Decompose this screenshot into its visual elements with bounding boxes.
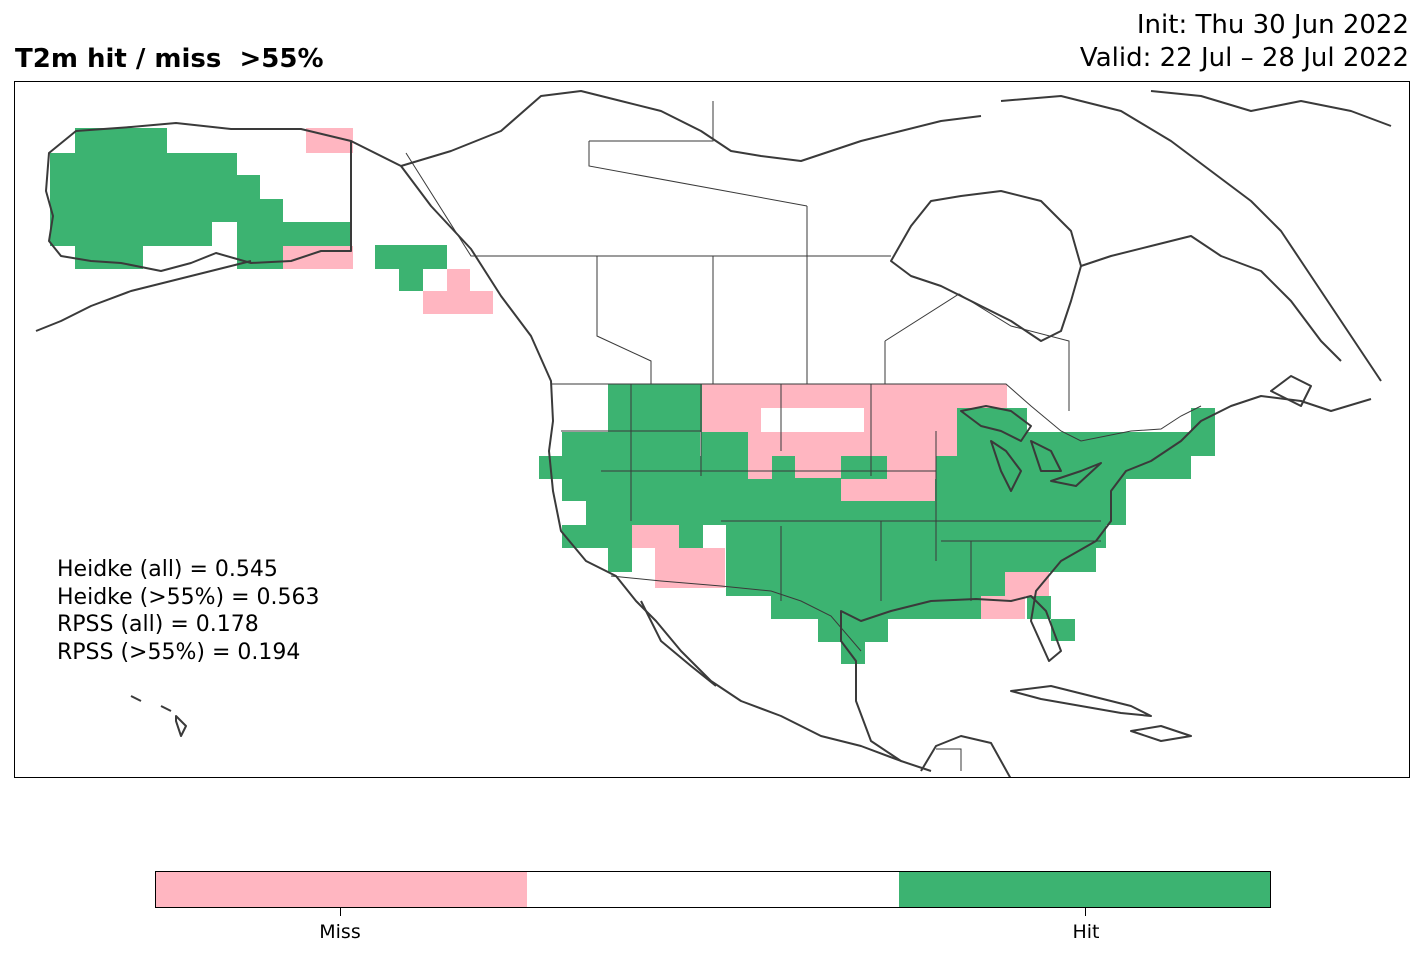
hit-cell <box>701 479 841 501</box>
stat-heidke-55: Heidke (>55%) = 0.563 <box>57 584 320 610</box>
map-canvas <box>35 90 1392 777</box>
init-date: Init: Thu 30 Jun 2022 <box>1136 10 1409 40</box>
hit-cell <box>936 479 1126 501</box>
hit-cell <box>632 501 726 525</box>
colorbar-label-miss: Miss <box>319 921 361 943</box>
miss-cell <box>795 456 841 478</box>
hit-cell <box>1051 619 1075 641</box>
colorbar-miss-segment <box>156 872 528 907</box>
gulf-coast <box>840 395 1372 762</box>
miss-cell <box>632 525 656 548</box>
hit-cell <box>726 525 1106 548</box>
coastlines <box>35 90 1392 777</box>
miss-cell <box>655 548 725 588</box>
miss-cell <box>887 456 937 479</box>
hit-cell <box>771 596 1021 619</box>
miss-cell <box>283 246 353 269</box>
stat-rpss-55: RPSS (>55%) = 0.194 <box>57 639 301 665</box>
hit-cell <box>237 246 283 269</box>
hit-cell <box>655 408 702 432</box>
hit-cell <box>562 479 608 501</box>
colorbar-tick-hit <box>1085 908 1086 916</box>
valid-range: Valid: 22 Jul – 28 Jul 2022 <box>1079 43 1409 73</box>
hit-cell <box>679 525 703 548</box>
miss-cell <box>981 596 1025 619</box>
hit-cell <box>608 548 632 572</box>
stat-heidke-all: Heidke (all) = 0.545 <box>57 557 278 582</box>
colorbar-hit-segment <box>898 872 1270 907</box>
miss-cell <box>748 456 772 479</box>
hit-cell <box>237 222 352 246</box>
hudson-bay <box>890 190 1082 342</box>
miss-cell <box>841 479 935 501</box>
map-panel <box>14 81 1410 778</box>
hit-cell <box>50 153 237 175</box>
political-borders <box>350 101 1202 771</box>
hit-cell <box>608 384 702 408</box>
hit-cell <box>50 222 212 246</box>
alaska-coast <box>45 122 352 272</box>
miss-cell <box>447 269 470 291</box>
miss-cell <box>702 408 761 432</box>
miss-cell <box>864 432 958 456</box>
caribbean <box>1010 685 1152 717</box>
skill-scores: Heidke (all) = 0.545 Heidke (>55%) = 0.5… <box>57 556 320 666</box>
hit-cell <box>375 245 447 269</box>
hit-cell <box>1073 432 1168 456</box>
miss-cell <box>655 525 679 548</box>
stat-rpss-all: RPSS (all) = 0.178 <box>57 612 259 637</box>
hit-cell <box>726 572 1026 596</box>
hit-cell <box>586 501 632 525</box>
hit-cell <box>399 269 423 291</box>
great-lakes <box>960 405 1032 442</box>
hit-cell <box>75 128 167 153</box>
colorbar-tick-miss <box>340 908 341 916</box>
miss-cell <box>748 432 872 456</box>
hit-cell <box>726 548 1096 572</box>
hit-cell <box>562 525 632 548</box>
arctic-coast <box>400 90 982 167</box>
hit-cell <box>50 199 283 222</box>
colorbar-neutral-segment <box>527 872 899 907</box>
miss-cell <box>702 384 1007 408</box>
hit-cell <box>841 456 887 479</box>
colorbar-label-hit: Hit <box>1072 921 1100 943</box>
hit-cell <box>818 619 888 642</box>
hawaii <box>130 695 187 737</box>
miss-cell <box>423 291 493 314</box>
miss-cell <box>864 408 957 432</box>
hit-cell <box>50 175 260 199</box>
west-coast <box>350 140 932 772</box>
colorbar <box>155 871 1271 908</box>
hit-cell <box>1051 456 1191 479</box>
map-title: T2m hit / miss >55% <box>15 44 324 74</box>
